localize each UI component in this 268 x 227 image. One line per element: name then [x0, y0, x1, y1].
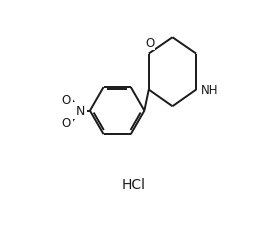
Text: O: O [145, 37, 154, 50]
Text: N: N [76, 105, 85, 118]
Text: O: O [62, 116, 71, 129]
Text: NH: NH [201, 84, 219, 97]
Text: O: O [62, 93, 71, 106]
Text: HCl: HCl [122, 178, 146, 192]
